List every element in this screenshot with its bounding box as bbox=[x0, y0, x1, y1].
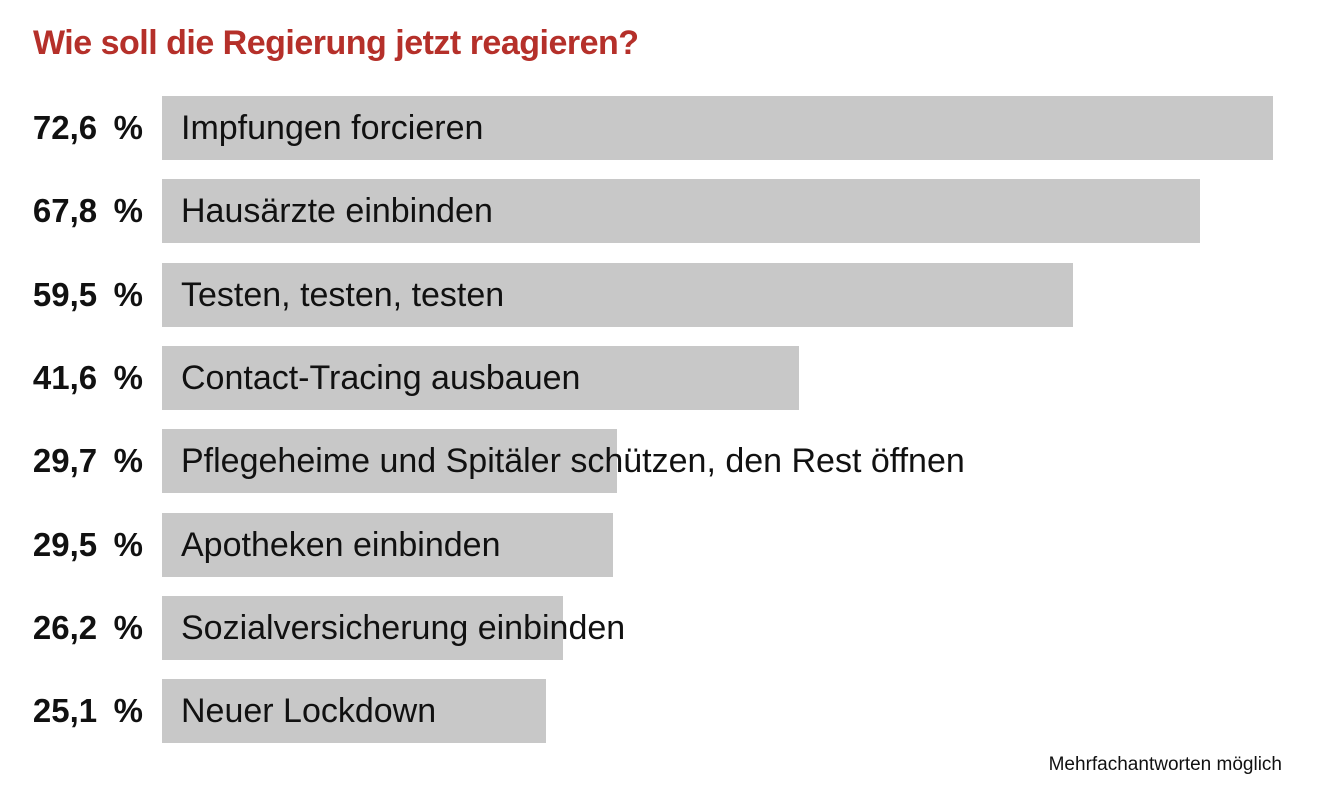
bar-row: 26,2 % Sozialversicherung einbinden bbox=[0, 595, 1340, 660]
value-label: 67,8 % bbox=[32, 192, 143, 230]
value-label: 25,1 % bbox=[32, 692, 143, 730]
value-label: 29,5 % bbox=[32, 525, 143, 563]
bar bbox=[162, 179, 1200, 244]
value-label: 26,2 % bbox=[32, 608, 143, 646]
bar-row: 41,6 % Contact-Tracing ausbauen bbox=[0, 345, 1340, 410]
category-label: Neuer Lockdown bbox=[181, 692, 437, 731]
bar bbox=[162, 262, 1073, 327]
bar-row: 67,8 % Hausärzte einbinden bbox=[0, 179, 1340, 244]
category-label: Contact-Tracing ausbauen bbox=[181, 358, 581, 397]
bar bbox=[162, 679, 546, 744]
chart-title: Wie soll die Regierung jetzt reagieren? bbox=[33, 24, 639, 62]
bar bbox=[162, 429, 617, 494]
bar bbox=[162, 512, 613, 577]
category-label: Sozialversicherung einbinden bbox=[181, 608, 626, 647]
category-label: Apotheken einbinden bbox=[181, 525, 501, 564]
bar bbox=[162, 345, 799, 410]
bar bbox=[162, 595, 563, 660]
category-label: Testen, testen, testen bbox=[181, 275, 505, 314]
bar-row: 59,5 % Testen, testen, testen bbox=[0, 262, 1340, 327]
bar-row: 72,6 % Impfungen forcieren bbox=[0, 96, 1340, 160]
category-label: Pflegeheime und Spitäler schützen, den R… bbox=[181, 442, 965, 481]
bar-row: 25,1 % Neuer Lockdown bbox=[0, 679, 1340, 744]
bar bbox=[162, 96, 1273, 160]
value-label: 59,5 % bbox=[32, 275, 143, 313]
bar-row: 29,7 % Pflegeheime und Spitäler schützen,… bbox=[0, 429, 1340, 494]
bar-row: 29,5 % Apotheken einbinden bbox=[0, 512, 1340, 577]
footnote: Mehrfachantworten möglich bbox=[1048, 754, 1282, 775]
category-label: Impfungen forcieren bbox=[181, 109, 484, 147]
value-label: 41,6 % bbox=[32, 358, 143, 396]
value-label: 72,6 % bbox=[32, 109, 143, 146]
value-label: 29,7 % bbox=[32, 442, 143, 480]
category-label: Hausärzte einbinden bbox=[181, 192, 493, 231]
